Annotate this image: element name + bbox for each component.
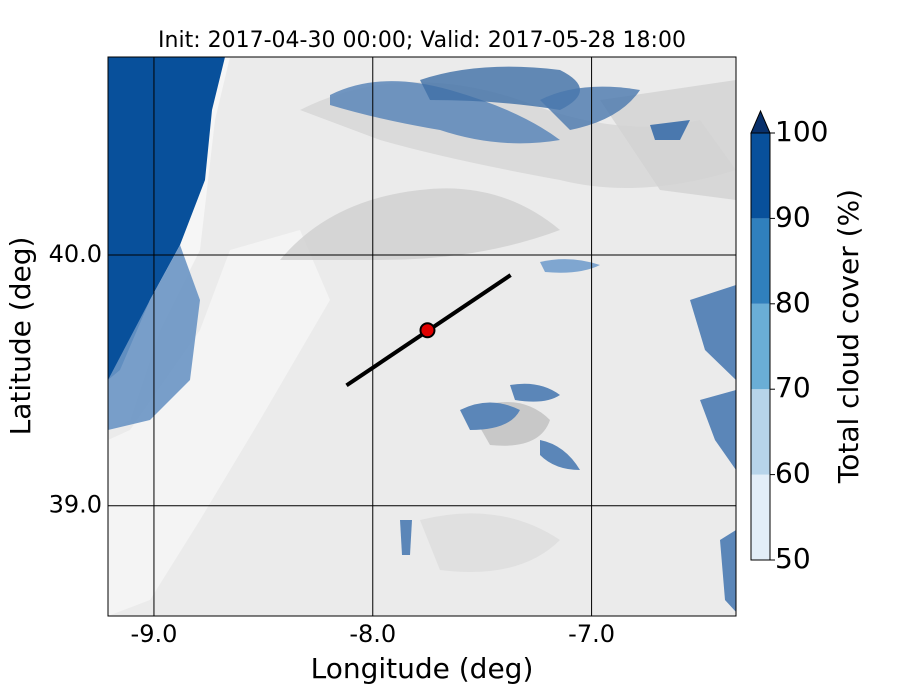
x-tick-label: -8.0: [349, 620, 396, 648]
y-tick-label: 39.0: [49, 491, 102, 519]
x-tick-label: -9.0: [131, 620, 178, 648]
colorbar-segment: [751, 133, 770, 219]
colorbar-label: Total cloud cover (%): [832, 189, 865, 484]
colorbar-frame: [750, 132, 771, 561]
colorbar-segment: [751, 303, 770, 390]
x-axis-label: Longitude (deg): [311, 652, 534, 685]
colorbar-tick-label: 60: [775, 457, 811, 490]
x-tick-label: -7.0: [568, 620, 615, 648]
y-axis-label: Latitude (deg): [4, 237, 37, 436]
title: Init: 2017-04-30 00:00; Valid: 2017-05-2…: [158, 28, 686, 53]
map-frame: [107, 56, 737, 617]
map-layer: [108, 57, 736, 616]
colorbar-segment: [751, 474, 770, 560]
colorbar-tick-label: 50: [775, 542, 811, 575]
colorbar-tick-label: 90: [775, 200, 811, 233]
colorbar-segment: [751, 389, 770, 475]
colorbar-tick-label: 70: [775, 371, 811, 404]
colorbar-tick-label: 100: [775, 115, 828, 148]
y-tick-label: 40.0: [49, 240, 102, 268]
colorbar-tick-label: 80: [775, 286, 811, 319]
colorbar-extension: [750, 109, 771, 134]
site-marker: [419, 322, 436, 339]
map-background: [108, 57, 736, 616]
colorbar-segment: [751, 218, 770, 304]
